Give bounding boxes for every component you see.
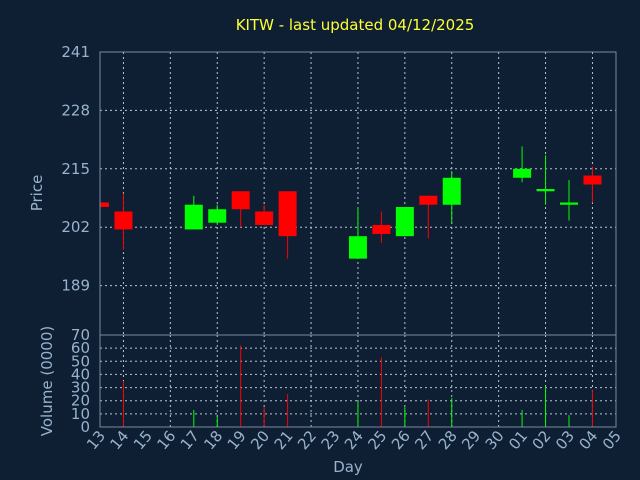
price-tick-label: 241 [61,43,90,61]
candle-body [372,224,391,234]
candle [114,193,133,250]
volume-tick-label: 50 [71,352,90,370]
candle [348,206,367,259]
candle [583,166,602,203]
candle [99,202,109,207]
candle-body [231,191,250,210]
candle [255,204,274,225]
candle-body [255,211,274,225]
volume-tick-label: 60 [71,339,90,357]
candle-body [513,168,532,178]
candle-body [536,189,555,192]
volume-tick-label: 30 [71,379,90,397]
price-candles [99,146,602,259]
candle-body [583,175,602,185]
chart-title: KITW - last updated 04/12/2025 [236,16,475,34]
candle-body [348,236,367,259]
candle [560,180,578,221]
candle-body [442,177,461,205]
volume-tick-label: 70 [71,326,90,344]
candle-body [419,195,438,205]
price-tick-label: 202 [61,218,90,236]
candle-body [208,209,227,223]
candle [278,191,297,259]
volume-bars [122,345,593,427]
candle [536,155,555,205]
volume-tick-label: 10 [71,405,90,423]
candle [395,206,414,237]
candle [208,204,227,225]
candle-body [278,191,297,237]
candle [442,171,461,223]
price-axis-title: Price [28,175,46,212]
volume-axis-title: Volume (0000) [38,326,56,436]
x-axis-title: Day [333,458,363,476]
candle-body [184,204,203,230]
candle-body [395,206,414,237]
price-tick-label: 228 [61,101,90,119]
volume-tick-label: 40 [71,365,90,383]
candle-body [114,211,133,230]
candle [419,195,438,239]
candle [231,191,250,228]
volume-tick-label: 0 [80,418,90,436]
volume-panel-frame [99,334,617,428]
candle [513,146,532,183]
price-tick-label: 189 [61,277,90,295]
price-tick-label: 215 [61,160,90,178]
candle-body [560,202,578,205]
volume-tick-label: 20 [71,392,90,410]
candle [372,211,391,243]
candle-body [100,202,109,207]
candle [184,195,203,230]
